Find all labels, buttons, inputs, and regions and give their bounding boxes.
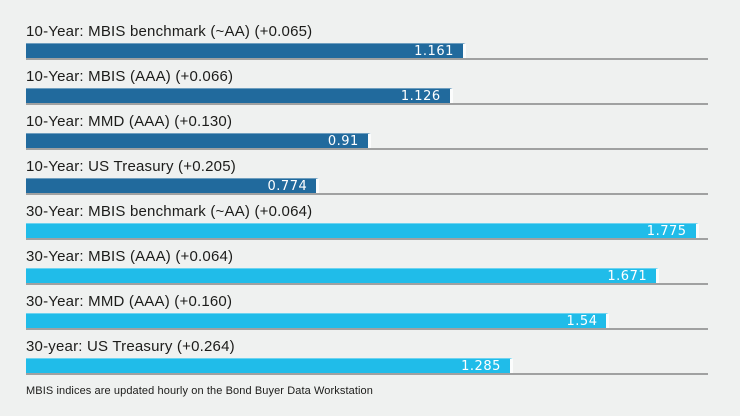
bar-track: 1.285 bbox=[26, 358, 708, 375]
bar-row: 10-Year: MBIS (AAA) (+0.066) 1.126 bbox=[26, 69, 740, 105]
bar-rows: 10-Year: MBIS benchmark (~AA) (+0.065) 1.… bbox=[26, 24, 740, 375]
bar-row: 30-Year: MMD (AAA) (+0.160) 1.54 bbox=[26, 294, 740, 330]
bar: 1.775 bbox=[26, 223, 699, 239]
bar-label: 30-Year: MBIS benchmark (~AA) (+0.064) bbox=[26, 203, 313, 220]
bar-row: 30-Year: MBIS benchmark (~AA) (+0.064) 1.… bbox=[26, 204, 740, 240]
bar-value-label: 0.91 bbox=[327, 134, 359, 149]
bar-track: 1.775 bbox=[26, 223, 708, 240]
bar-label: 30-Year: MMD (AAA) (+0.160) bbox=[26, 293, 233, 310]
bar: 1.126 bbox=[26, 88, 453, 104]
bar: 1.285 bbox=[26, 358, 513, 374]
bar-value-label: 1.54 bbox=[566, 314, 598, 329]
bar-row: 30-year: US Treasury (+0.264) 1.285 bbox=[26, 339, 740, 375]
bar: 1.54 bbox=[26, 313, 610, 329]
bar-value-label: 0.774 bbox=[267, 179, 308, 194]
bar-value-label: 1.671 bbox=[607, 269, 648, 284]
chart-footnote: MBIS indices are updated hourly on the B… bbox=[26, 385, 373, 397]
bar-value-label: 1.285 bbox=[461, 359, 501, 374]
bar: 0.774 bbox=[26, 178, 320, 194]
bar-label: 10-Year: MBIS benchmark (~AA) (+0.065) bbox=[26, 23, 313, 40]
bar-row: 30-Year: MBIS (AAA) (+0.064) 1.671 bbox=[26, 249, 740, 285]
bar-track: 0.774 bbox=[26, 178, 708, 195]
bar-label: 30-year: US Treasury (+0.264) bbox=[26, 338, 235, 355]
bar: 1.671 bbox=[26, 268, 660, 284]
bar-track: 1.54 bbox=[26, 313, 708, 330]
bar-label: 10-Year: US Treasury (+0.205) bbox=[26, 158, 236, 175]
bar-track: 0.91 bbox=[26, 133, 708, 150]
bar-track: 1.161 bbox=[26, 43, 708, 60]
bar-row: 10-Year: MBIS benchmark (~AA) (+0.065) 1.… bbox=[26, 24, 740, 60]
bar: 1.161 bbox=[26, 43, 466, 59]
bar-track: 1.671 bbox=[26, 268, 708, 285]
bar-label: 30-Year: MBIS (AAA) (+0.064) bbox=[26, 248, 234, 265]
bar-label: 10-Year: MBIS (AAA) (+0.066) bbox=[26, 68, 234, 85]
bar-value-label: 1.161 bbox=[414, 44, 454, 59]
bar-value-label: 1.126 bbox=[400, 89, 441, 104]
yield-bar-chart: 10-Year: MBIS benchmark (~AA) (+0.065) 1.… bbox=[26, 24, 740, 397]
bar-row: 10-Year: US Treasury (+0.205) 0.774 bbox=[26, 159, 740, 195]
bar: 0.91 bbox=[26, 133, 371, 149]
bar-label: 10-Year: MMD (AAA) (+0.130) bbox=[26, 113, 233, 130]
bar-track: 1.126 bbox=[26, 88, 708, 105]
bar-row: 10-Year: MMD (AAA) (+0.130) 0.91 bbox=[26, 114, 740, 150]
bar-value-label: 1.775 bbox=[646, 224, 687, 239]
